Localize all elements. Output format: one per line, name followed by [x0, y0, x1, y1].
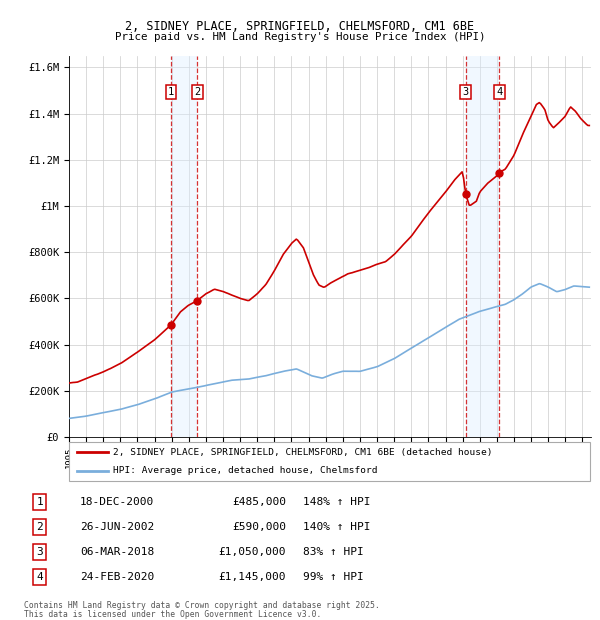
Text: 24-FEB-2020: 24-FEB-2020	[80, 572, 154, 582]
Text: 26-JUN-2002: 26-JUN-2002	[80, 522, 154, 532]
Text: 99% ↑ HPI: 99% ↑ HPI	[303, 572, 364, 582]
Text: 1: 1	[36, 497, 43, 507]
Text: 2: 2	[194, 87, 200, 97]
Text: 83% ↑ HPI: 83% ↑ HPI	[303, 547, 364, 557]
Text: 1: 1	[168, 87, 174, 97]
Bar	[466, 56, 499, 437]
Text: 2: 2	[36, 522, 43, 532]
Text: £590,000: £590,000	[232, 522, 286, 532]
FancyBboxPatch shape	[69, 442, 590, 481]
Text: HPI: Average price, detached house, Chelmsford: HPI: Average price, detached house, Chel…	[113, 466, 378, 476]
Text: 3: 3	[463, 87, 469, 97]
Text: £1,145,000: £1,145,000	[219, 572, 286, 582]
Text: This data is licensed under the Open Government Licence v3.0.: This data is licensed under the Open Gov…	[24, 610, 322, 619]
Text: 2, SIDNEY PLACE, SPRINGFIELD, CHELMSFORD, CM1 6BE: 2, SIDNEY PLACE, SPRINGFIELD, CHELMSFORD…	[125, 20, 475, 33]
Text: Price paid vs. HM Land Registry's House Price Index (HPI): Price paid vs. HM Land Registry's House …	[115, 32, 485, 42]
Text: £1,050,000: £1,050,000	[219, 547, 286, 557]
Text: 3: 3	[36, 547, 43, 557]
Text: 2, SIDNEY PLACE, SPRINGFIELD, CHELMSFORD, CM1 6BE (detached house): 2, SIDNEY PLACE, SPRINGFIELD, CHELMSFORD…	[113, 448, 493, 457]
Text: 4: 4	[496, 87, 503, 97]
Text: 148% ↑ HPI: 148% ↑ HPI	[303, 497, 371, 507]
Bar	[171, 56, 197, 437]
Text: 4: 4	[36, 572, 43, 582]
Text: 06-MAR-2018: 06-MAR-2018	[80, 547, 154, 557]
Text: Contains HM Land Registry data © Crown copyright and database right 2025.: Contains HM Land Registry data © Crown c…	[24, 601, 380, 611]
Text: 18-DEC-2000: 18-DEC-2000	[80, 497, 154, 507]
Text: £485,000: £485,000	[232, 497, 286, 507]
Text: 140% ↑ HPI: 140% ↑ HPI	[303, 522, 371, 532]
